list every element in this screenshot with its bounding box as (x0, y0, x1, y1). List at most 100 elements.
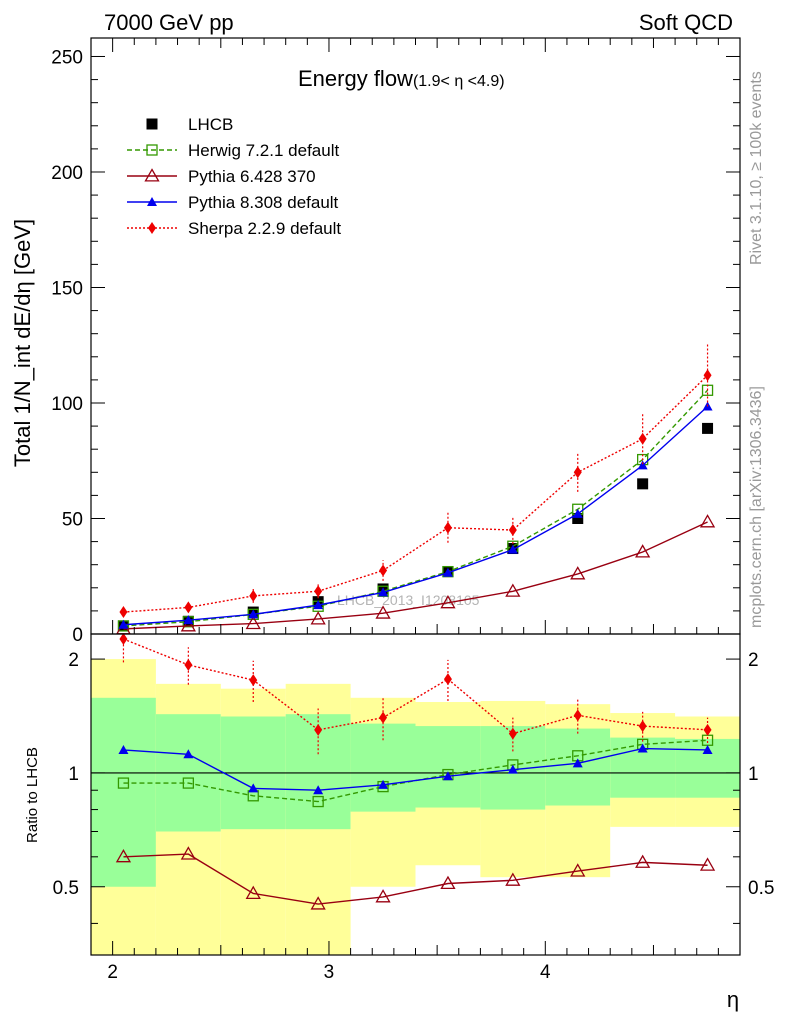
chart-title-main: Energy flow (298, 66, 413, 91)
sherpa-ratio-point (379, 711, 388, 724)
ratio-band-inner (91, 697, 156, 887)
legend-label-sherpa: Sherpa 2.2.9 default (188, 219, 341, 238)
sherpa-line (123, 374, 709, 613)
lower-y-axis-label: Ratio to LHCB (24, 747, 41, 843)
x-tick-label: 4 (540, 962, 551, 983)
py6-ratio-point (699, 857, 716, 871)
herwig-ratio-point (312, 795, 324, 808)
sherpa-point (508, 524, 517, 537)
py8-point (637, 460, 648, 470)
herwig-ratio-line (123, 739, 708, 803)
sherpa-point (249, 589, 258, 602)
x-axis-label: η (727, 987, 739, 1012)
sherpa-ratio-point (443, 673, 452, 686)
legend-item-herwig: Herwig 7.2.1 default (127, 141, 339, 160)
sherpa-ratio-point (184, 658, 193, 671)
lower-y-tick-label-right: 2 (748, 650, 759, 671)
data-point (637, 478, 649, 490)
py8-ratio-line (123, 747, 708, 791)
py6-ratio-point (310, 896, 326, 910)
series-py8 (118, 401, 713, 795)
py6-ratio-point (245, 885, 261, 899)
legend-item-py6: Pythia 6.428 370 (127, 167, 316, 186)
py8-ratio-point (702, 744, 713, 754)
sherpa-ratio-point (249, 674, 258, 687)
upper-y-tick-label: 250 (51, 47, 83, 68)
watermark: LHCB_2013_I1208105 (337, 592, 480, 608)
series-layer (115, 344, 716, 910)
axis-ticks: 0 50 100 150 200 250 0.5 0.5 1 1 2 2 2 3 4 (51, 38, 774, 983)
ratio-band-inner (350, 723, 416, 812)
sherpa-point (703, 369, 712, 382)
sherpa-point (379, 564, 388, 577)
legend-label-data: LHCB (188, 115, 233, 134)
x-tick-label: 2 (107, 962, 118, 983)
py6-point (310, 611, 326, 625)
py6-point (180, 618, 196, 632)
header-left-label: 7000 GeV pp (104, 10, 234, 35)
py8-point (572, 508, 583, 518)
sherpa-ratio-line (123, 638, 708, 735)
legend-item-sherpa: Sherpa 2.2.9 default (127, 219, 341, 238)
py6-point (635, 544, 651, 558)
py6-point (375, 605, 391, 619)
py6-ratio-point (375, 889, 391, 903)
py8-ratio-point (637, 743, 648, 753)
sherpa-ratio-point (638, 720, 647, 733)
py8-ratio-point (183, 749, 194, 759)
x-tick-label: 3 (324, 962, 335, 983)
sherpa-point (573, 466, 582, 479)
py8-ratio-point (313, 785, 324, 795)
legend-marker-herwig (146, 144, 158, 156)
py8-ratio-point (118, 744, 129, 754)
legend-label-py8: Pythia 8.308 default (188, 193, 339, 212)
py8-point (378, 587, 389, 597)
legend-marker-sherpa (148, 222, 156, 234)
lower-y-tick-label-right: 1 (748, 764, 759, 785)
py6-line (123, 521, 708, 630)
legend-item-data: LHCB (146, 115, 233, 134)
py8-point (507, 544, 518, 554)
sherpa-point (638, 432, 647, 445)
py6-point (505, 583, 521, 597)
sherpa-ratio-point (573, 709, 582, 722)
upper-y-tick-label: 150 (51, 278, 83, 299)
chart-title-sub: (1.9< η <4.9) (413, 73, 505, 90)
py6-point (570, 566, 586, 580)
py6-ratio-point (180, 846, 196, 860)
herwig-ratio-point (117, 777, 130, 789)
lower-y-tick-label: 0.5 (53, 878, 79, 899)
rivet-version-label: Rivet 3.1.10, ≥ 100k events (748, 71, 765, 265)
sherpa-point (443, 521, 452, 534)
py8-ratio-point (507, 764, 518, 774)
herwig-line (123, 389, 709, 627)
data-point (702, 422, 714, 434)
legend-marker-data (146, 118, 158, 130)
legend-marker-py8 (147, 197, 157, 206)
py8-point (118, 619, 129, 629)
sherpa-point (119, 606, 128, 619)
lower-y-tick-label: 1 (68, 764, 79, 785)
py8-point (183, 615, 194, 625)
sherpa-ratio-point (119, 633, 128, 646)
legend-marker-py6 (144, 168, 160, 182)
legend-label-py6: Pythia 6.428 370 (188, 167, 316, 186)
upper-y-tick-label: 50 (62, 509, 83, 530)
legend: LHCB Herwig 7.2.1 default Pythia 6.428 370… (127, 115, 341, 238)
py8-ratio-point (248, 783, 259, 793)
data-point (572, 512, 584, 524)
py6-ratio-point (115, 849, 132, 863)
mcplots-reference-label: mcplots.cern.ch [arXiv:1306.3436] (748, 386, 765, 628)
py6-ratio-point (505, 872, 521, 886)
py8-ratio-point (572, 758, 583, 768)
py8-ratio-point (442, 771, 453, 781)
ratio-band-inner (415, 726, 481, 808)
lower-y-tick-label: 2 (68, 650, 79, 671)
py6-point (245, 615, 261, 630)
sherpa-point (184, 601, 193, 614)
py6-point (440, 595, 456, 609)
sherpa-ratio-point (703, 723, 712, 736)
py8-point (442, 567, 453, 577)
ratio-uncertainty-bands (91, 659, 740, 955)
py8-line (123, 405, 709, 626)
